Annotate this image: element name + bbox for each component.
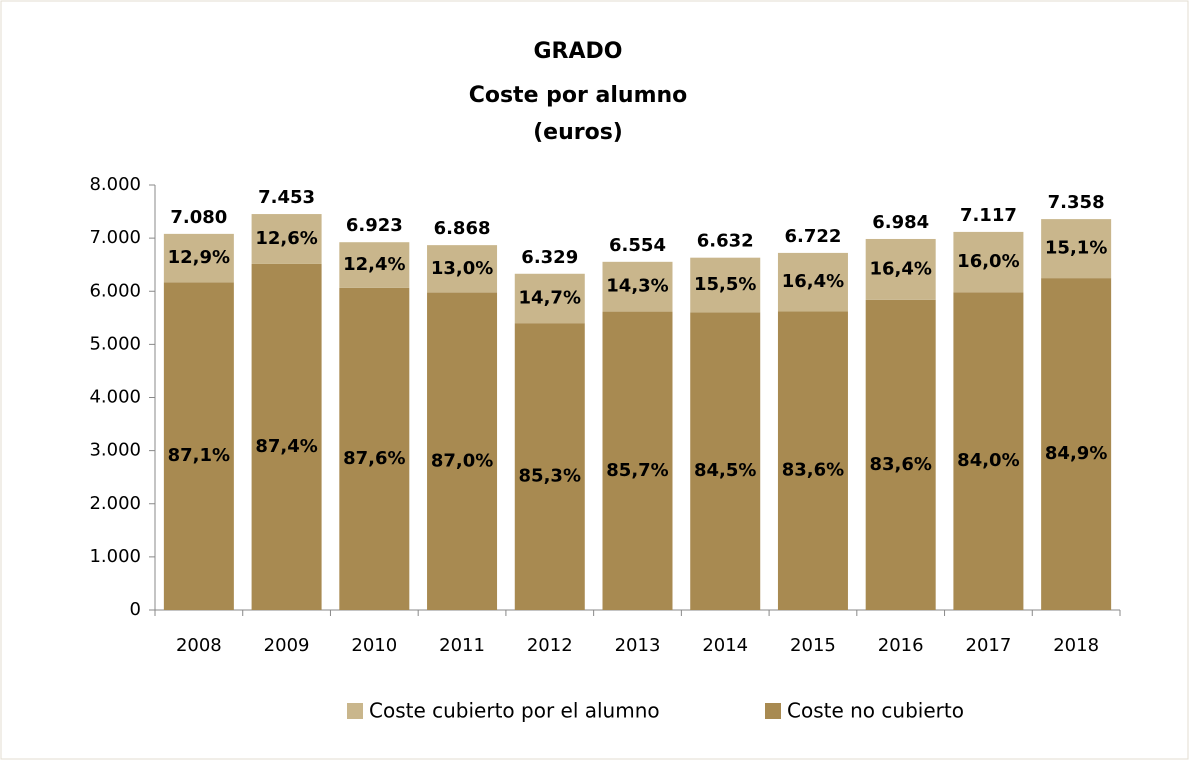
share-label: 85,3% [519, 466, 581, 487]
total-label: 6.632 [697, 231, 754, 252]
bar-segment [1041, 219, 1112, 279]
bar-segment [1041, 278, 1112, 610]
y-tick-label: 2.000 [89, 493, 141, 514]
bar-segment [514, 273, 585, 324]
x-tick-label: 2012 [527, 635, 573, 656]
share-label: 87,0% [431, 450, 493, 471]
bar-segment [777, 311, 848, 610]
bar-segment [690, 257, 761, 313]
x-tick-label: 2013 [615, 635, 661, 656]
share-label: 15,5% [694, 274, 756, 295]
y-tick-label: 7.000 [89, 227, 141, 248]
bar-segment [163, 233, 234, 283]
share-label: 15,1% [1045, 238, 1107, 259]
x-tick-label: 2016 [878, 635, 924, 656]
x-tick-label: 2008 [176, 635, 222, 656]
total-label: 7.117 [960, 205, 1017, 226]
x-tick-label: 2010 [351, 635, 397, 656]
total-label: 6.554 [609, 235, 666, 256]
bar-segment [339, 242, 410, 288]
share-label: 12,6% [255, 228, 317, 249]
share-label: 87,4% [255, 436, 317, 457]
share-label: 85,7% [606, 460, 668, 481]
bar-segment [865, 299, 936, 610]
total-label: 6.984 [872, 212, 929, 233]
bar-segment [251, 263, 322, 610]
share-label: 84,9% [1045, 443, 1107, 464]
total-label: 7.080 [170, 207, 227, 228]
x-tick-label: 2017 [966, 635, 1012, 656]
bar-segment [953, 231, 1024, 293]
chart-title: (euros) [533, 120, 623, 145]
legend-label: Coste cubierto por el alumno [369, 699, 660, 723]
total-label: 7.453 [258, 187, 315, 208]
legend-label: Coste no cubierto [787, 699, 964, 723]
y-tick-label: 0 [130, 599, 141, 620]
share-label: 16,0% [957, 251, 1019, 272]
legend-swatch [347, 703, 363, 719]
share-label: 13,0% [431, 258, 493, 279]
bar-segment [865, 238, 936, 300]
share-label: 14,3% [606, 276, 668, 297]
bar-segment [690, 312, 761, 610]
y-tick-label: 3.000 [89, 440, 141, 461]
bar-segment [514, 323, 585, 610]
bar-segment [777, 252, 848, 312]
x-tick-label: 2018 [1053, 635, 1099, 656]
bar-segment [163, 282, 234, 610]
bar-segment [427, 292, 498, 610]
total-label: 6.868 [434, 218, 491, 239]
share-label: 87,6% [343, 448, 405, 469]
y-tick-label: 5.000 [89, 333, 141, 354]
bar-segment [953, 292, 1024, 610]
bar-segment [602, 311, 673, 610]
share-label: 84,0% [957, 450, 1019, 471]
bar-segment [339, 287, 410, 610]
total-label: 6.923 [346, 215, 403, 236]
share-label: 16,4% [782, 271, 844, 292]
share-label: 83,6% [869, 454, 931, 475]
x-tick-label: 2015 [790, 635, 836, 656]
share-label: 16,4% [869, 258, 931, 279]
y-tick-label: 1.000 [89, 546, 141, 567]
share-label: 87,1% [168, 445, 230, 466]
y-tick-label: 4.000 [89, 387, 141, 408]
y-tick-label: 6.000 [89, 280, 141, 301]
share-label: 12,4% [343, 254, 405, 275]
share-label: 12,9% [168, 247, 230, 268]
bar-segment [427, 245, 498, 293]
share-label: 14,7% [519, 287, 581, 308]
x-tick-label: 2009 [264, 635, 310, 656]
chart-title: Coste por alumno [469, 83, 688, 108]
total-label: 6.329 [521, 247, 578, 268]
y-tick-label: 8.000 [89, 174, 141, 195]
chart-title: GRADO [534, 39, 623, 64]
x-tick-label: 2014 [702, 635, 748, 656]
bar-segment [251, 214, 322, 264]
share-label: 84,5% [694, 460, 756, 481]
bar-segment [602, 261, 673, 312]
share-label: 83,6% [782, 460, 844, 481]
total-label: 7.358 [1048, 192, 1105, 213]
x-tick-label: 2011 [439, 635, 485, 656]
legend-swatch [765, 703, 781, 719]
total-label: 6.722 [784, 226, 841, 247]
